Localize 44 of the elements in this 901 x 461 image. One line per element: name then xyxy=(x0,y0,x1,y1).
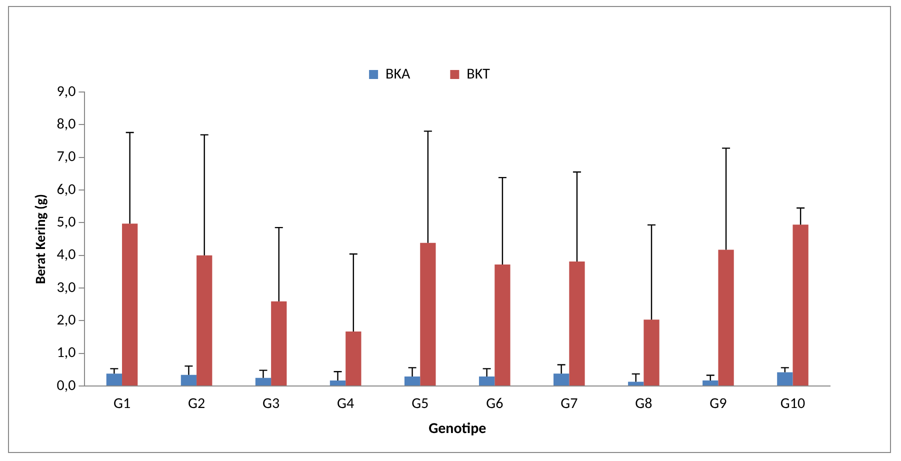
y-tick-label: 0,0 xyxy=(56,376,76,395)
bar xyxy=(255,378,272,386)
bar xyxy=(271,301,287,386)
x-tick-label: G6 xyxy=(486,394,504,413)
legend-label: BKA xyxy=(386,65,411,84)
y-tick-label: 8,0 xyxy=(56,115,76,134)
bar xyxy=(106,374,122,386)
y-tick-label: 7,0 xyxy=(56,148,76,166)
bar xyxy=(569,262,585,386)
x-tick-label: G4 xyxy=(337,394,355,413)
y-tick-label: 1,0 xyxy=(56,344,76,362)
y-tick-label: 5,0 xyxy=(56,213,76,232)
y-tick-label: 6,0 xyxy=(56,180,76,199)
bar xyxy=(702,380,718,386)
x-tick-label: G1 xyxy=(113,394,131,413)
x-tick-label: G8 xyxy=(635,394,652,413)
legend-label: BKT xyxy=(466,65,491,84)
bar xyxy=(792,224,808,386)
x-tick-label: G2 xyxy=(188,394,206,413)
y-tick-label: 3,0 xyxy=(56,278,76,297)
bar xyxy=(644,320,660,386)
x-tick-label: G7 xyxy=(560,394,578,413)
y-tick-label: 2,0 xyxy=(56,311,76,330)
y-tick-label: 9,0 xyxy=(56,82,76,101)
bar xyxy=(346,331,362,386)
bar xyxy=(494,264,510,386)
bar xyxy=(628,382,644,386)
bar xyxy=(420,242,436,386)
bar xyxy=(404,376,420,386)
x-tick-label: G10 xyxy=(780,394,806,413)
bar xyxy=(478,376,495,386)
bar xyxy=(122,224,138,386)
bar xyxy=(718,250,734,386)
y-axis-title: Berat Kering (g) xyxy=(32,194,49,284)
bar xyxy=(554,374,570,386)
x-tick-label: G3 xyxy=(262,394,280,413)
y-tick-label: 4,0 xyxy=(56,246,76,264)
x-tick-label: G9 xyxy=(710,394,728,413)
bar xyxy=(196,255,212,386)
x-tick-label: G5 xyxy=(412,394,429,413)
bar xyxy=(330,380,346,386)
bar xyxy=(777,372,793,386)
x-axis-title: Genotipe xyxy=(428,420,487,438)
bar xyxy=(180,374,197,386)
